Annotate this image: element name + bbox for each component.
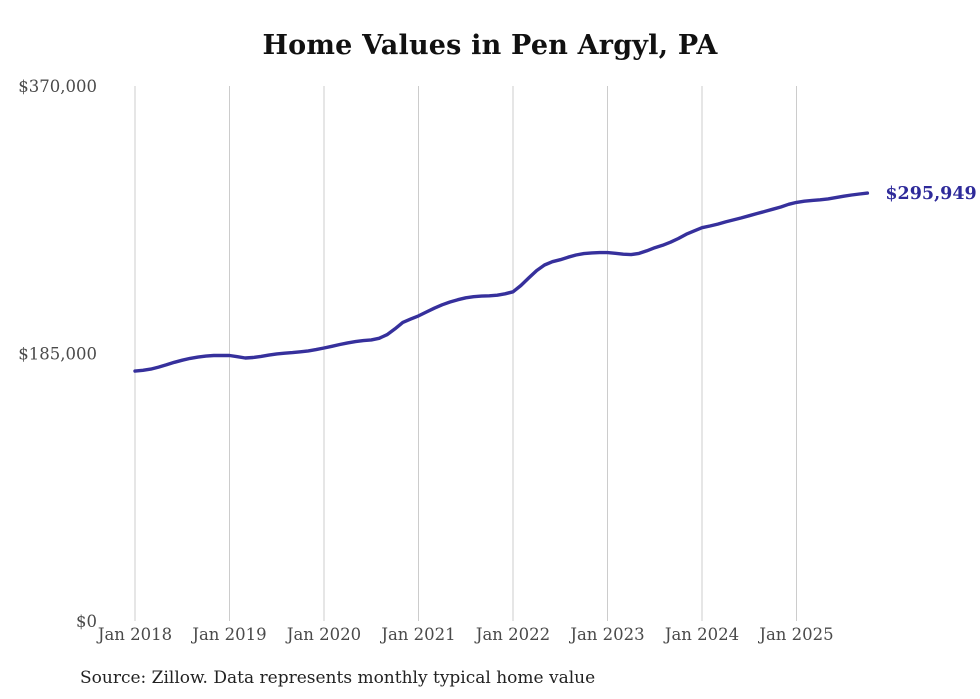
x-tick-label: Jan 2020 — [285, 625, 361, 644]
series-line — [133, 191, 870, 373]
y-tick-label: $370,000 — [18, 77, 97, 96]
x-tick-label: Jan 2021 — [379, 625, 455, 644]
x-tick-label: Jan 2022 — [474, 625, 550, 644]
x-tick-label: Jan 2023 — [568, 625, 644, 644]
y-tick-label: $185,000 — [18, 345, 97, 364]
end-value-label: $295,949 — [885, 184, 976, 204]
x-tick-label: Jan 2019 — [190, 625, 266, 644]
y-tick-label: $0 — [76, 612, 97, 631]
x-tick-label: Jan 2024 — [663, 625, 739, 644]
x-tick-label: Jan 2018 — [96, 625, 172, 644]
chart-title: Home Values in Pen Argyl, PA — [262, 30, 718, 61]
source-note: Source: Zillow. Data represents monthly … — [80, 668, 596, 688]
x-tick-label: Jan 2025 — [757, 625, 833, 644]
